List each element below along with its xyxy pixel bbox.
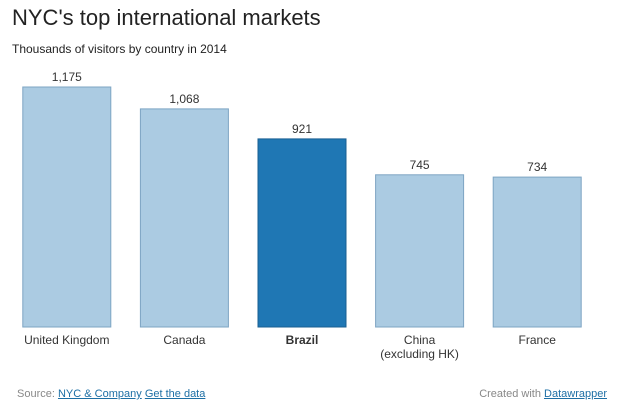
bar-brazil — [257, 138, 347, 328]
bar-chart: 1,175 United Kingdom 1,068 Canada 921 Brazil 7… — [22, 70, 582, 361]
bar-france — [492, 176, 582, 328]
chart-title: NYC's top international markets — [12, 5, 321, 30]
source-label: Source: — [17, 388, 55, 400]
category-label: Brazil — [286, 333, 319, 347]
category-label: United Kingdom — [24, 333, 109, 347]
bar-china-excluding-hk — [375, 174, 465, 328]
get-data-link[interactable]: Get the data — [144, 388, 206, 400]
datawrapper-link[interactable]: Datawrapper — [544, 388, 607, 400]
source-link[interactable]: NYC & Company — [57, 388, 142, 400]
value-label: 921 — [292, 122, 312, 136]
value-label: 734 — [527, 160, 547, 174]
value-label: 745 — [410, 158, 430, 172]
chart-subtitle: Thousands of visitors by country in 2014 — [12, 42, 227, 56]
credit-footer: Created with Datawrapper — [479, 388, 607, 400]
category-label: Canada — [163, 333, 205, 347]
credit-label: Created with — [479, 388, 541, 400]
category-label: France — [519, 333, 557, 347]
value-label: 1,068 — [169, 92, 199, 106]
source-footer: Source: NYC & Company Get the data — [17, 388, 205, 400]
bar-canada — [139, 108, 229, 328]
category-label: China (excluding HK) — [380, 333, 459, 361]
bar-united-kingdom — [22, 86, 112, 328]
value-label: 1,175 — [52, 70, 82, 84]
